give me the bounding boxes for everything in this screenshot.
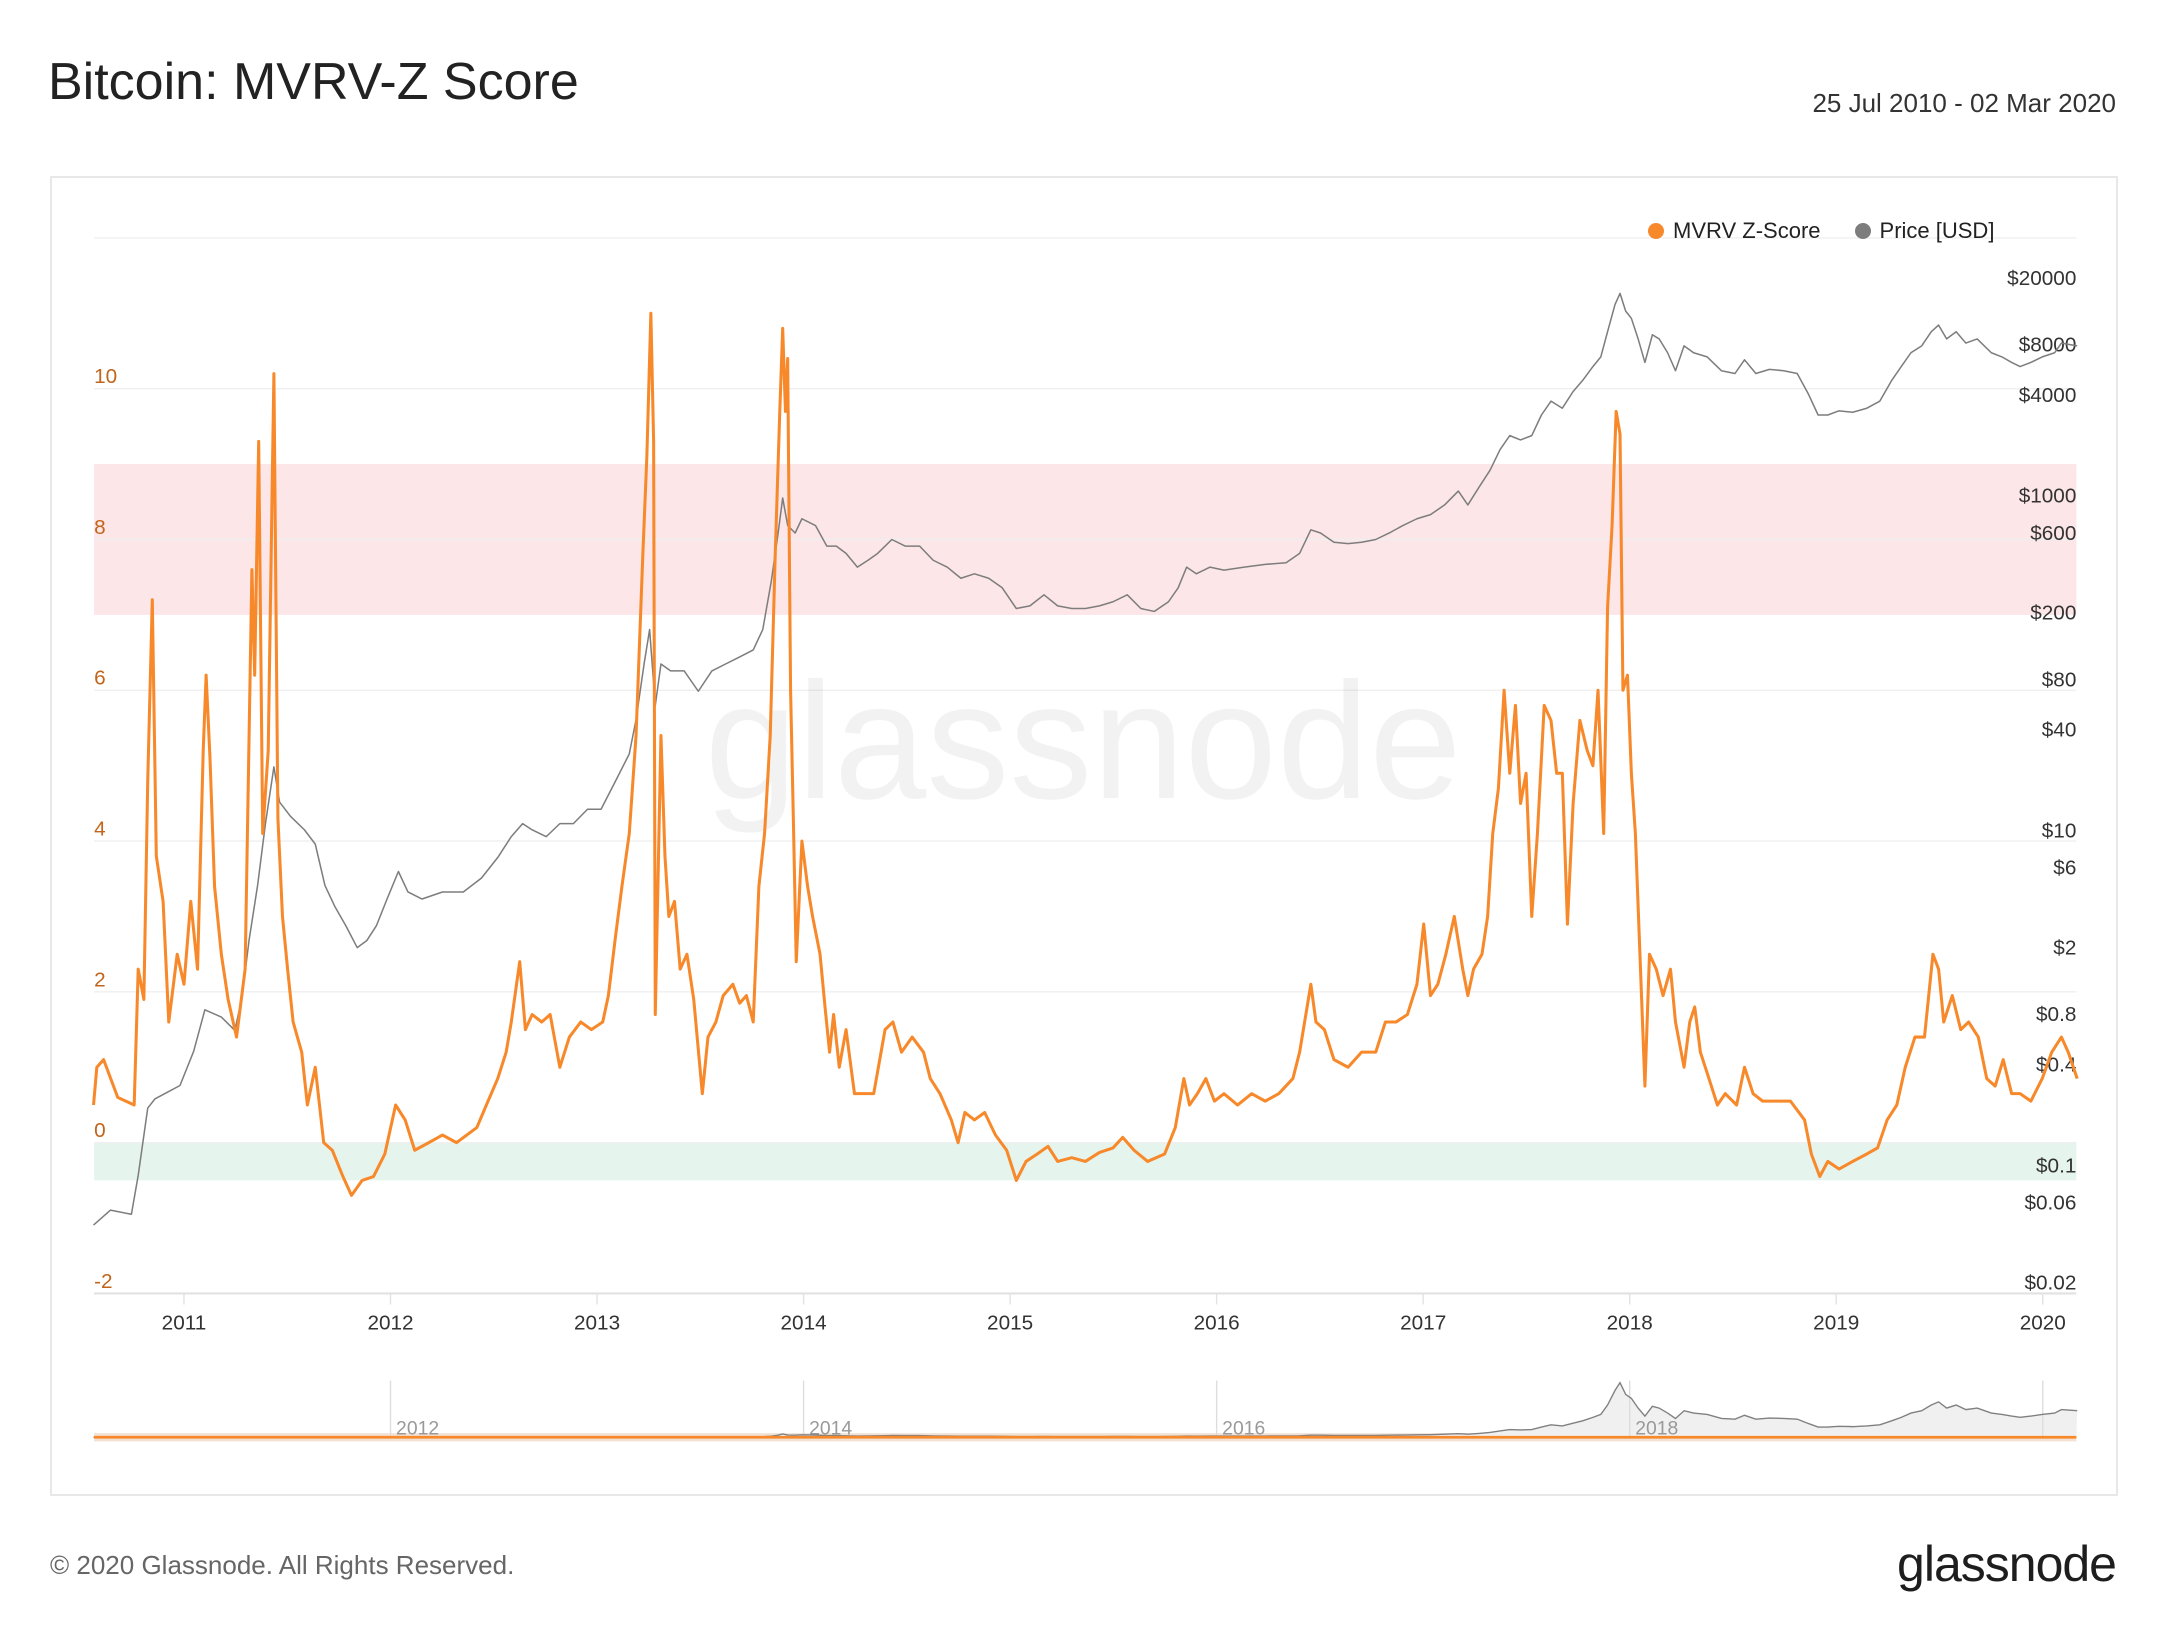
legend-item-mvrv[interactable]: MVRV Z-Score: [1648, 218, 1821, 244]
left-tick-label: -2: [94, 1270, 112, 1293]
right-tick-label: $600: [2030, 522, 2076, 545]
watermark: glassnode: [705, 649, 1462, 834]
navigator-tick-label: 2018: [1635, 1418, 1678, 1440]
chart-frame: [50, 176, 2118, 1496]
x-tick-label: 2011: [162, 1311, 207, 1334]
left-tick-label: 10: [94, 365, 117, 388]
x-axis: 2011 2012 2013 2014 2015 2016 2017 2018 2019 2020: [162, 1293, 2066, 1334]
navigator[interactable]: 2012 2014 2016 2018: [93, 1380, 2078, 1442]
left-tick-label: 4: [94, 818, 106, 841]
x-tick-label: 2018: [1607, 1311, 1653, 1334]
right-tick-label: $6: [2053, 857, 2076, 880]
right-tick-label: $10: [2042, 820, 2077, 843]
navigator-tick-label: 2016: [1222, 1418, 1265, 1440]
right-tick-label: $80: [2042, 668, 2077, 691]
x-tick-label: 2014: [781, 1311, 827, 1334]
x-tick-label: 2016: [1194, 1311, 1240, 1334]
right-tick-label: $2: [2053, 936, 2076, 959]
right-axis: $20000 $8000 $4000 $1000 $600 $200 $80 $40 $10 $6…: [2007, 267, 2076, 1294]
x-tick-label: 2020: [2020, 1311, 2066, 1334]
legend: MVRV Z-Score Price [USD]: [1648, 218, 2028, 244]
navigator-tick-label: 2014: [809, 1418, 852, 1440]
left-axis: -2 0 2 4 6 8 10: [94, 365, 117, 1293]
x-tick-label: 2019: [1813, 1311, 1859, 1334]
x-tick-label: 2015: [987, 1311, 1033, 1334]
left-tick-label: 8: [94, 516, 106, 539]
price-line: [93, 292, 2078, 1226]
right-tick-label: $1000: [2019, 485, 2077, 508]
price-dot-icon: [1854, 223, 1871, 239]
mvrv-zscore-line: [91, 311, 2079, 1197]
right-tick-label: $0.1: [2036, 1154, 2076, 1177]
legend-label: MVRV Z-Score: [1673, 218, 1821, 243]
date-range[interactable]: 25 Jul 2010 - 02 Mar 2020: [1812, 88, 2116, 118]
right-tick-label: $20000: [2007, 267, 2076, 290]
mvrv-dot-icon: [1648, 223, 1664, 239]
series-lines: [91, 292, 2079, 1226]
right-tick-label: $0.8: [2036, 1003, 2076, 1026]
left-tick-label: 6: [94, 667, 106, 690]
x-tick-label: 2012: [367, 1311, 413, 1334]
grid-lines: [94, 237, 2077, 1295]
right-tick-label: $0.02: [2024, 1271, 2076, 1294]
glassnode-logo[interactable]: glassnode: [1897, 1536, 2117, 1592]
right-tick-label: $0.06: [2024, 1191, 2076, 1214]
left-tick-label: 0: [94, 1119, 106, 1142]
navigator-tick-label: 2012: [396, 1418, 439, 1440]
legend-label: Price [USD]: [1879, 218, 1995, 243]
copyright: © 2020 Glassnode. All Rights Reserved.: [50, 1550, 515, 1580]
right-tick-label: $8000: [2019, 334, 2077, 357]
right-tick-label: $200: [2030, 602, 2076, 625]
left-tick-label: 2: [94, 968, 106, 991]
right-tick-label: $4000: [2019, 384, 2077, 407]
x-tick-label: 2017: [1400, 1311, 1446, 1334]
x-tick-label: 2013: [574, 1311, 620, 1334]
right-tick-label: $40: [2042, 719, 2077, 742]
navigator-area: [93, 1382, 2078, 1439]
page-title: Bitcoin: MVRV-Z Score: [48, 53, 579, 111]
legend-item-price[interactable]: Price [USD]: [1854, 218, 1995, 244]
